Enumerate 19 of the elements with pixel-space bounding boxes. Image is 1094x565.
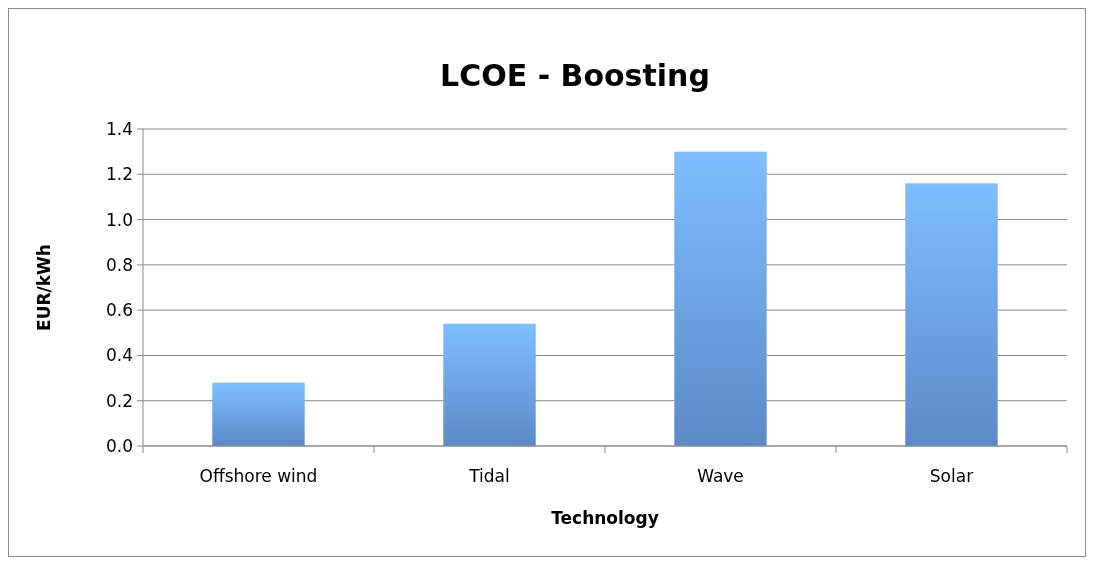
y-tick-label: 0.8 [105,254,133,275]
y-tick-label: 0.6 [105,300,133,321]
y-tick-label: 0.4 [105,345,133,366]
bar [212,382,305,446]
y-axis-title: EUR/kWh [34,244,54,331]
x-axis-title: Technology [551,508,659,528]
x-tick-label: Solar [929,466,974,486]
y-tick-label: 1.4 [105,118,133,139]
bar [674,151,767,446]
bar [905,183,998,446]
y-tick-label: 0.2 [105,390,133,411]
x-tick-label: Wave [697,466,744,486]
chart-title: LCOE - Boosting [440,58,710,93]
x-tick-label: Tidal [468,466,510,486]
bar [443,323,536,446]
y-tick-label: 1.2 [105,164,133,185]
y-tick-label: 0.0 [105,435,133,456]
y-tick-label: 1.0 [105,209,133,230]
x-tick-label: Offshore wind [199,466,318,486]
